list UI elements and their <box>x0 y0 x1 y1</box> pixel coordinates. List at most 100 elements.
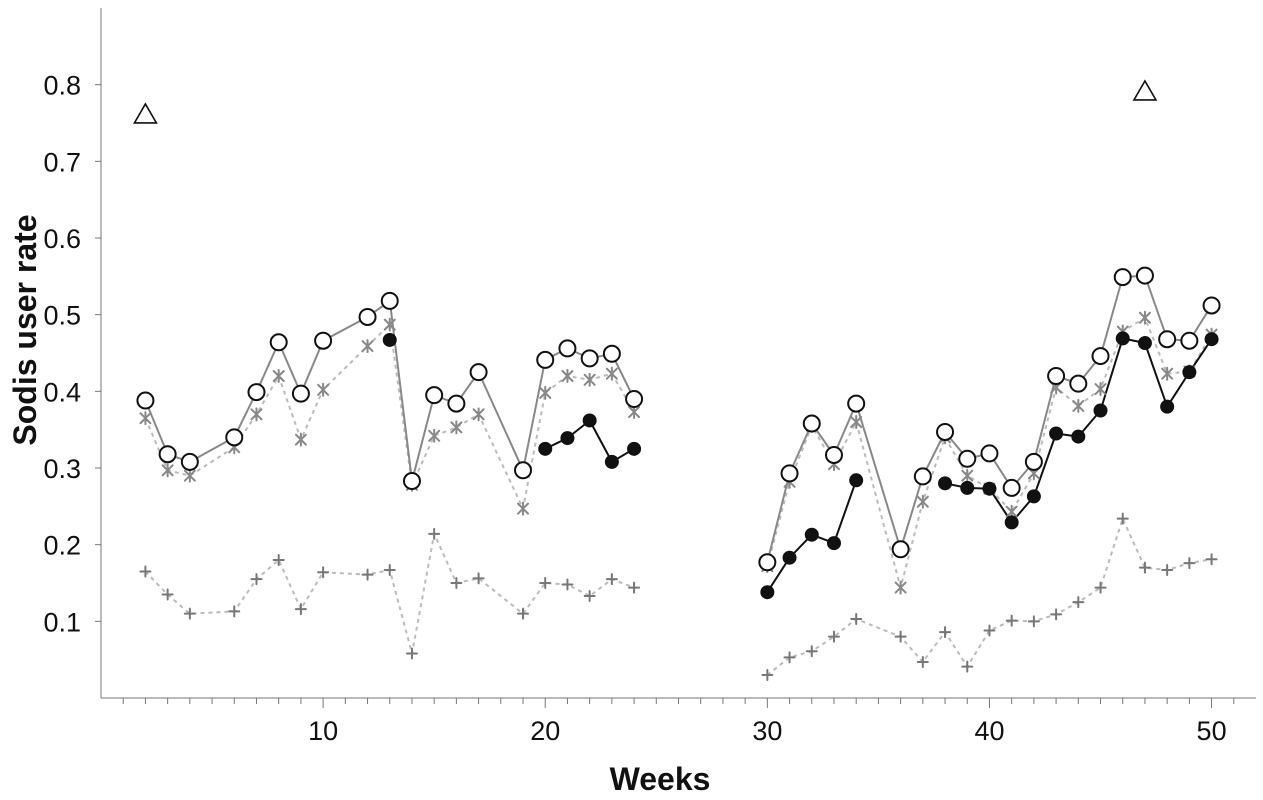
series-plus-line <box>144 517 1212 676</box>
annotations <box>133 79 1158 124</box>
asterisk-point <box>1072 398 1085 413</box>
filled-circle-point <box>1026 489 1041 504</box>
asterisk-point <box>183 468 196 483</box>
open-circle-point <box>269 333 288 352</box>
filled-circle-point <box>1049 426 1064 441</box>
open-circle-point <box>1069 374 1088 393</box>
triangle-marker <box>133 102 158 124</box>
open-circle-point <box>1047 367 1066 385</box>
filled-circle-point <box>849 473 864 488</box>
plus-point <box>539 577 552 589</box>
asterisk-point <box>450 420 463 435</box>
open-circle-point <box>580 349 599 368</box>
asterisk-point <box>628 405 641 420</box>
open-circle-point <box>1180 331 1199 350</box>
plus-point <box>228 605 241 618</box>
filled-circle-point <box>1182 365 1197 380</box>
plus-point <box>294 603 307 616</box>
x-tick-label: 40 <box>974 716 1004 746</box>
asterisk-point <box>428 428 441 443</box>
series-open-circle-line <box>144 274 1213 563</box>
plus-point <box>628 581 641 594</box>
plus-point <box>1161 563 1174 576</box>
open-circle-point <box>358 307 377 326</box>
x-tick-label: 30 <box>752 716 782 746</box>
asterisk-point <box>317 382 330 397</box>
open-circle-point <box>225 428 244 447</box>
plus-point <box>139 565 152 578</box>
plus-point <box>561 578 574 591</box>
y-tick-label: 0.7 <box>43 147 81 177</box>
asterisk-point <box>1094 382 1107 397</box>
open-circle-point <box>469 363 488 382</box>
plus-point <box>1183 557 1196 570</box>
plus-point <box>450 577 463 589</box>
filled-circle-point <box>627 441 642 456</box>
filled-circle-point <box>804 527 819 542</box>
asterisk-point <box>1138 310 1151 325</box>
filled-circle-point <box>760 585 775 600</box>
open-circle-point <box>758 553 777 572</box>
filled-circle-point <box>782 550 797 565</box>
filled-circle-point <box>826 536 841 551</box>
open-circle-point <box>891 540 910 559</box>
asterisk-point <box>361 339 374 354</box>
asterisk-point <box>961 468 974 483</box>
plus-point <box>805 645 818 658</box>
plus-point <box>605 573 618 586</box>
asterisk-point <box>605 366 618 381</box>
open-circle-point <box>402 472 421 491</box>
series-plus-markers <box>139 512 1218 681</box>
asterisk-point <box>561 369 574 383</box>
y-tick-label: 0.3 <box>43 454 81 484</box>
plus-point <box>317 566 330 579</box>
open-circle-point <box>314 331 333 350</box>
open-circle-point <box>958 449 977 468</box>
plus-point <box>1094 581 1107 594</box>
open-circle-point <box>1113 268 1132 287</box>
series-open-circle-markers <box>136 266 1221 572</box>
filled-circle-point <box>1071 429 1086 444</box>
asterisk-point <box>916 494 929 509</box>
asterisk-point <box>139 411 152 426</box>
open-circle-point <box>602 344 621 363</box>
open-circle-point <box>824 445 843 464</box>
filled-circle-point <box>938 476 953 491</box>
filled-circle-point <box>560 431 575 446</box>
filled-circle-point <box>1160 399 1175 414</box>
y-tick-label: 0.8 <box>43 71 81 101</box>
open-circle-point <box>980 444 999 463</box>
asterisk-point <box>250 407 263 422</box>
filled-circle-point <box>538 441 553 456</box>
plus-point <box>183 607 196 620</box>
asterisk-point <box>894 580 907 595</box>
series-line-segment <box>144 532 635 655</box>
x-tick-label: 20 <box>530 716 560 746</box>
plus-point <box>1072 596 1085 609</box>
open-circle-point <box>247 383 266 402</box>
open-circle-point <box>802 414 821 433</box>
open-circle-point <box>158 445 177 464</box>
series-filled-circle-markers <box>382 331 1219 600</box>
open-circle-point <box>536 350 555 369</box>
plus-point <box>1050 608 1063 621</box>
filled-circle-point <box>604 454 619 469</box>
filled-circle-point <box>982 481 997 496</box>
x-tick-label: 50 <box>1197 716 1227 746</box>
plus-point <box>827 630 840 643</box>
series-asterisk-line <box>144 316 1213 589</box>
asterisk-point <box>161 463 174 478</box>
asterisk-point <box>272 369 285 383</box>
plus-point <box>1205 553 1218 566</box>
y-tick-label: 0.4 <box>43 377 81 407</box>
plus-point <box>939 626 952 639</box>
plus-point <box>517 607 530 620</box>
plus-point <box>916 655 929 668</box>
asterisk-point <box>1161 366 1174 381</box>
asterisk-point <box>383 317 396 332</box>
plus-point <box>1116 512 1129 525</box>
open-circle-point <box>558 339 577 358</box>
triangle-marker <box>1132 79 1158 101</box>
axes: 10 20 30 40 50 0.1 0.2 0.3 0.4 0.5 0.6 0.7 0.8 <box>43 8 1256 746</box>
